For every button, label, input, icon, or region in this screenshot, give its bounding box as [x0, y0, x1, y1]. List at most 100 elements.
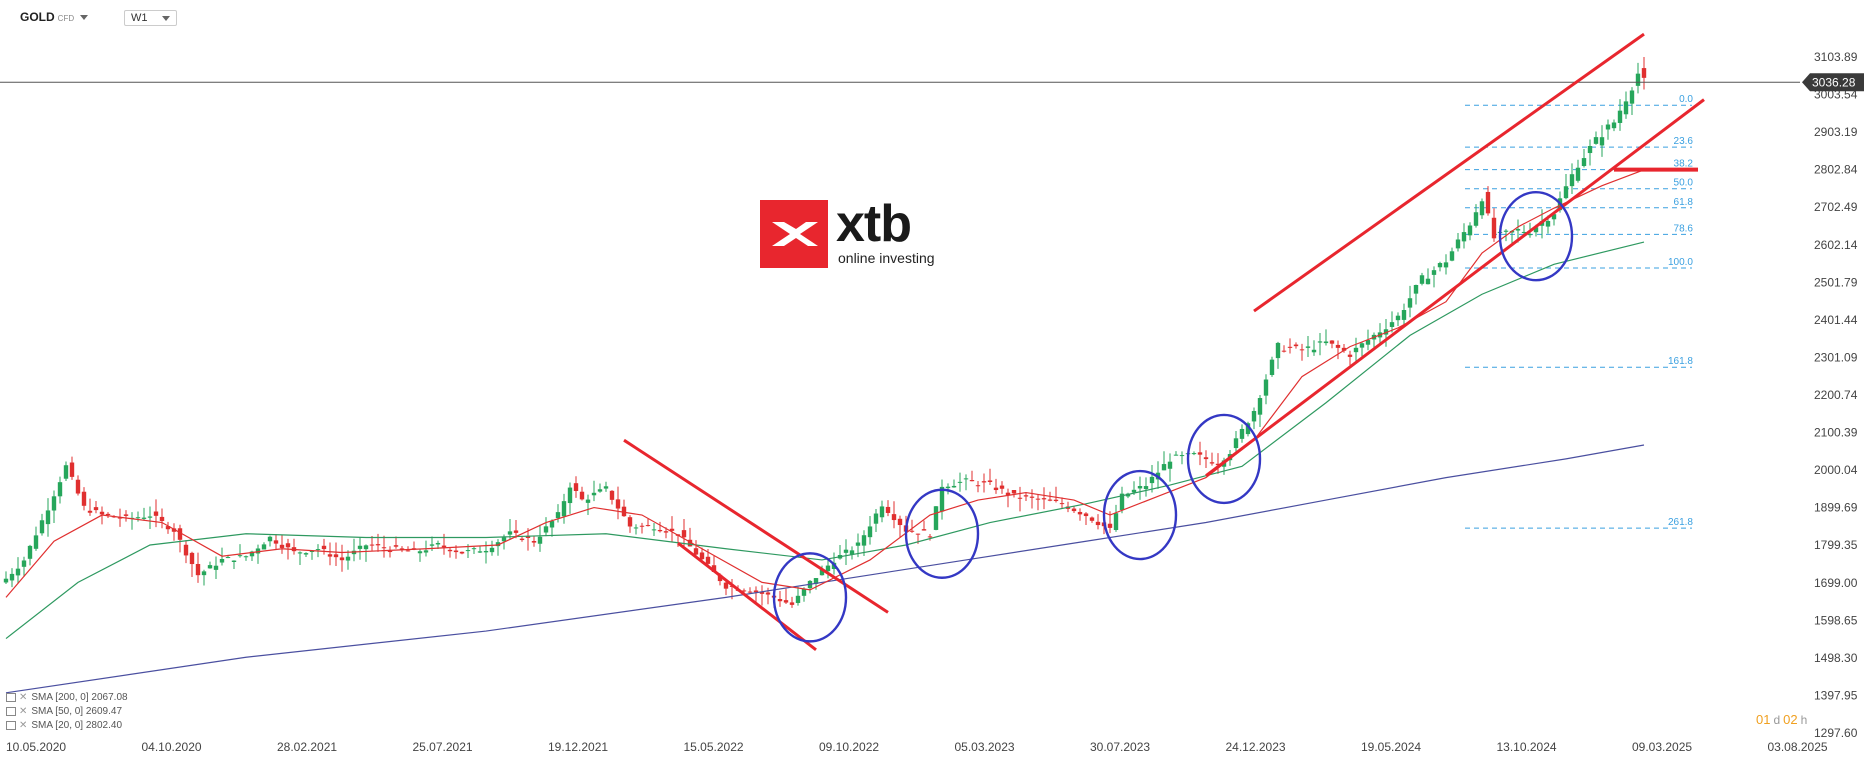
candle	[261, 542, 267, 550]
candle	[801, 587, 807, 602]
candle-body	[339, 557, 345, 561]
candle	[153, 499, 159, 528]
candle-body	[627, 517, 633, 527]
candle-body	[153, 511, 159, 516]
candle-body	[1023, 495, 1029, 497]
candle-body	[945, 486, 951, 489]
fib-level-label: 0.0	[1679, 94, 1693, 105]
candle-body	[1179, 455, 1185, 457]
candle-body	[819, 569, 825, 576]
candle-body	[1629, 90, 1635, 104]
candle-body	[1215, 463, 1221, 466]
candle-body	[1041, 498, 1047, 500]
timer-hours: 02	[1783, 712, 1798, 727]
candle	[27, 544, 33, 566]
candle	[399, 546, 405, 553]
y-tick-label: 2501.79	[1814, 275, 1858, 289]
settings-icon[interactable]	[6, 706, 16, 716]
candle	[1491, 208, 1497, 242]
candle-body	[1323, 341, 1329, 344]
candle	[1011, 489, 1017, 498]
candle-body	[15, 568, 21, 576]
candle-body	[201, 571, 207, 576]
x-tick-label: 30.07.2023	[1090, 740, 1150, 754]
indicator-sma-50[interactable]: ✕ SMA [50, 0] 2609.47	[6, 706, 122, 717]
y-tick-label: 1598.65	[1814, 613, 1858, 627]
candle-body	[405, 550, 411, 552]
candle-body	[249, 551, 255, 557]
candle-body	[81, 491, 87, 506]
symbol-type: CFD	[57, 14, 75, 23]
candle-body	[1317, 341, 1323, 343]
settings-icon[interactable]	[6, 692, 16, 702]
candle-body	[969, 480, 975, 482]
candle-body	[1599, 137, 1605, 146]
sma-line	[5, 241, 1645, 640]
timeframe-selector[interactable]: W1	[124, 10, 177, 26]
candle-body	[849, 550, 855, 555]
candle-body	[1269, 359, 1275, 375]
chevron-down-icon[interactable]	[161, 15, 170, 21]
candle-body	[1479, 201, 1485, 216]
candle-body	[1437, 263, 1443, 268]
candle	[1479, 198, 1485, 219]
candle	[891, 501, 897, 529]
candle-body	[435, 542, 441, 545]
candle	[1023, 492, 1029, 502]
candle-body	[33, 535, 39, 549]
candle	[183, 540, 189, 564]
candle	[1149, 465, 1155, 493]
candle-body	[1113, 513, 1119, 530]
candle-body	[1263, 379, 1269, 396]
candle	[87, 498, 93, 516]
candle-body	[375, 544, 381, 546]
settings-icon[interactable]	[6, 720, 16, 730]
y-tick-label: 2802.84	[1814, 163, 1858, 177]
indicator-sma-20[interactable]: ✕ SMA [20, 0] 2802.40	[6, 720, 122, 731]
candle-body	[309, 550, 315, 553]
candle-body	[567, 487, 573, 504]
candle	[327, 542, 333, 566]
candle-body	[1635, 73, 1641, 86]
close-icon[interactable]: ✕	[19, 706, 28, 717]
candle-body	[759, 592, 765, 594]
candle	[567, 482, 573, 514]
candle-body	[531, 541, 537, 543]
candle-body	[1413, 285, 1419, 294]
candle	[999, 481, 1005, 494]
y-tick-label: 2903.19	[1814, 125, 1858, 139]
indicator-sma-200[interactable]: ✕ SMA [200, 0] 2067.08	[6, 692, 128, 703]
candle	[369, 536, 375, 551]
candle	[789, 596, 795, 608]
highlight-circle	[1186, 413, 1262, 505]
candle-body	[1311, 349, 1317, 353]
close-icon[interactable]: ✕	[19, 692, 28, 703]
timeframe-label: W1	[131, 12, 148, 24]
close-icon[interactable]: ✕	[19, 720, 28, 731]
candle-body	[525, 535, 531, 538]
candle	[51, 490, 57, 524]
symbol-selector[interactable]: GOLD CFD	[20, 10, 89, 24]
candle	[1275, 341, 1281, 369]
candle-body	[1491, 217, 1497, 239]
candle-body	[255, 548, 261, 554]
chevron-down-icon[interactable]	[80, 15, 89, 21]
candle-body	[1275, 342, 1281, 359]
y-tick-label: 2000.04	[1814, 463, 1858, 477]
candle	[483, 541, 489, 564]
candle	[873, 509, 879, 532]
candle	[1071, 506, 1077, 514]
x-tick-label: 04.10.2020	[142, 740, 202, 754]
candle-body	[141, 517, 147, 519]
current-price-tag: 3036.28	[1802, 73, 1864, 92]
candle-body	[681, 530, 687, 538]
candle-body	[1551, 214, 1557, 220]
candle-body	[963, 478, 969, 480]
candle-body	[1251, 410, 1257, 422]
candle	[321, 538, 327, 555]
candle	[543, 517, 549, 537]
candle-body	[951, 485, 957, 488]
candle-body	[1617, 110, 1623, 123]
